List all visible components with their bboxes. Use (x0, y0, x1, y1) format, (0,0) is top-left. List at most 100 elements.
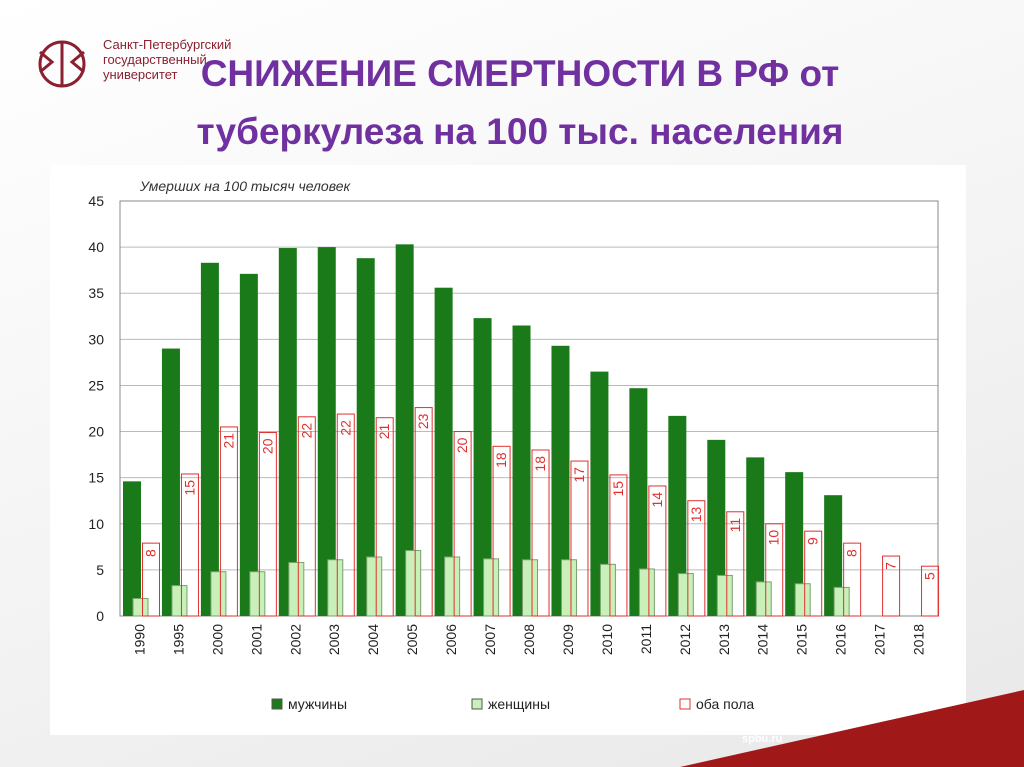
bar (327, 559, 344, 617)
bar (453, 431, 472, 617)
data-label: 15 (610, 481, 626, 497)
bar (794, 583, 811, 617)
bar (570, 460, 589, 617)
bar (726, 511, 745, 617)
bar (638, 568, 655, 617)
bar (249, 571, 266, 617)
data-label: 21 (376, 424, 392, 440)
bar (473, 318, 492, 616)
y-axis-label: Умерших на 100 тысяч человек (139, 178, 351, 194)
legend-label: оба пола (696, 696, 754, 712)
bar (414, 407, 433, 617)
x-tick-label: 2009 (560, 624, 576, 655)
legend-swatch (679, 698, 691, 710)
data-label: 18 (493, 452, 509, 468)
bar (629, 388, 648, 616)
bar (395, 244, 414, 616)
bar (609, 474, 628, 617)
y-tick-label: 15 (88, 470, 104, 486)
bar (171, 585, 188, 617)
bar (512, 325, 531, 616)
bar (921, 565, 940, 617)
x-tick-label: 2017 (872, 624, 888, 655)
y-tick-label: 25 (88, 377, 104, 393)
bar (317, 247, 336, 616)
y-tick-label: 30 (88, 331, 104, 347)
legend-swatch (471, 698, 483, 710)
x-tick-label: 2002 (287, 624, 303, 655)
bar (258, 431, 277, 617)
bar (707, 439, 726, 616)
bar (882, 555, 901, 617)
bar (551, 345, 570, 616)
y-tick-label: 20 (88, 424, 104, 440)
y-tick-label: 40 (88, 239, 104, 255)
bar (590, 371, 609, 616)
bar (746, 457, 765, 616)
legend-label: мужчины (288, 696, 347, 712)
university-line: университет (103, 67, 178, 82)
bar (356, 258, 375, 616)
bar (687, 500, 706, 617)
data-label: 8 (143, 549, 159, 557)
university-name: Санкт-Петербургский государственный унив… (103, 37, 231, 82)
footer-decoration (680, 690, 1024, 767)
x-tick-label: 2014 (755, 624, 771, 655)
bar (531, 449, 550, 617)
bar (522, 559, 539, 617)
x-tick-label: 2015 (794, 624, 810, 655)
data-label: 22 (337, 420, 353, 436)
bar (434, 287, 453, 616)
bar (180, 473, 199, 617)
bar (200, 262, 219, 616)
data-label: 9 (805, 537, 821, 545)
y-tick-label: 5 (96, 562, 104, 578)
x-tick-label: 1990 (131, 624, 147, 655)
y-tick-label: 0 (96, 608, 104, 624)
bar (219, 426, 238, 617)
bar (785, 472, 804, 616)
bar (668, 415, 687, 616)
y-tick-label: 35 (88, 285, 104, 301)
bar (297, 416, 316, 617)
bar (824, 495, 843, 616)
bar (843, 542, 862, 617)
x-tick-label: 2013 (716, 624, 732, 655)
data-label: 14 (649, 492, 665, 508)
bar (288, 562, 305, 617)
x-tick-label: 1995 (170, 624, 186, 655)
logo (38, 40, 86, 88)
bar (161, 348, 180, 616)
x-tick-label: 2007 (482, 624, 498, 655)
chart-background (50, 165, 966, 735)
x-tick-label: 2016 (833, 624, 849, 655)
bar (405, 550, 422, 617)
bar (560, 559, 577, 617)
bar (366, 556, 383, 617)
bar (833, 586, 850, 617)
bar (132, 597, 149, 617)
bar (677, 573, 694, 617)
bar (444, 556, 461, 617)
bar (765, 523, 784, 617)
data-label: 15 (181, 480, 197, 496)
x-tick-label: 2005 (404, 624, 420, 655)
legend-swatch (271, 698, 283, 710)
data-label: 7 (883, 562, 899, 570)
bar (804, 530, 823, 617)
data-label: 20 (454, 437, 470, 453)
bar (142, 542, 160, 617)
data-label: 18 (532, 456, 548, 472)
x-tick-label: 2008 (521, 624, 537, 655)
x-tick-label: 2006 (443, 624, 459, 655)
bar (648, 485, 667, 617)
bar (492, 445, 511, 617)
data-label: 11 (727, 518, 743, 533)
data-label: 8 (844, 549, 860, 557)
x-tick-label: 2012 (677, 624, 693, 655)
bar (755, 581, 772, 617)
bar (239, 273, 258, 616)
data-label: 23 (415, 413, 431, 429)
bar (375, 417, 394, 617)
